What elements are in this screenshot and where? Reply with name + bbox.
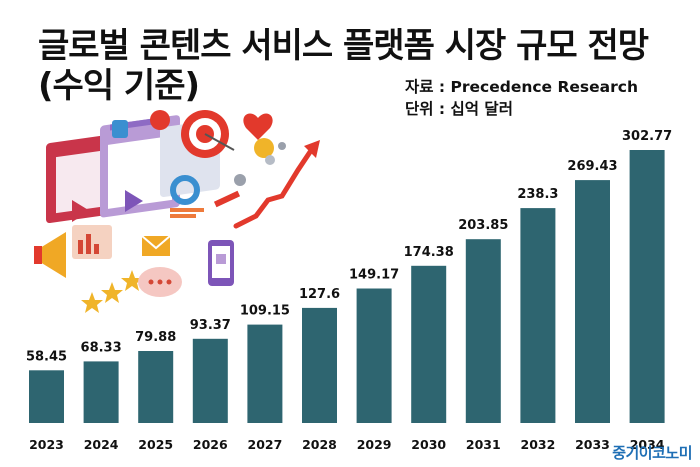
data-label-2028: 127.6 [299,287,340,302]
x-tick-label-2030: 2030 [411,437,446,452]
bar-2023 [29,370,64,423]
data-label-2033: 269.43 [567,159,617,174]
x-tick-label-2023: 2023 [29,437,64,452]
pencil-icon [213,190,241,208]
bar-2030 [411,265,447,423]
gears-icon [234,142,286,186]
x-tick-label-2024: 2024 [84,437,119,452]
heart-icon [243,113,274,158]
x-tick-label-2031: 2031 [466,437,501,452]
data-label-2030: 174.38 [404,245,454,260]
growth-arrow-icon [233,140,320,229]
x-tick-label-2032: 2032 [521,437,556,452]
data-label-2024: 68.33 [81,340,122,355]
data-label-2031: 203.85 [458,218,508,233]
x-tick-label-2029: 2029 [357,437,392,452]
x-tick-label-2034: 2034 [630,437,665,452]
data-label-2023: 58.45 [26,349,67,364]
chart-title-line2: (수익 기준) [38,66,200,106]
smartphone-icon [208,240,234,286]
publisher-watermark: 중기이코노미 [612,444,692,462]
data-label-2032: 238.3 [517,187,558,202]
bar-2028 [302,307,337,423]
data-label-2025: 79.88 [135,330,176,345]
bar-2032 [520,208,556,423]
digital-content-marketing-illustration [34,110,320,313]
data-label-2029: 149.17 [349,268,399,283]
x-tick-label-2025: 2025 [138,437,173,452]
data-label-2027: 109.15 [240,304,290,319]
bar-2026 [192,338,228,423]
thumbs-up-icon [112,110,170,138]
envelope-icon [141,235,171,256]
bar-2034 [629,150,665,423]
chart-panel-icon [72,225,112,259]
bar-2025 [138,351,174,423]
unit-label: 단위 : 십억 달러 [405,100,513,118]
bar-2029 [356,288,392,423]
x-tick-label-2033: 2033 [575,437,610,452]
chat-bubble-icon [138,267,182,297]
data-label-2026: 93.37 [190,318,231,333]
data-labels-group: 58.45 68.33 79.88 93.37 109.15 127.6 149.17 174… [26,129,672,364]
bar-2033 [575,180,610,423]
bar-2027 [247,324,283,423]
x-tick-label-2027: 2027 [248,437,283,452]
source-label: 자료 : Precedence Research [405,78,638,96]
bar-2024 [83,361,119,423]
source-block: 자료 : Precedence Research 단위 : 십억 달러 [405,76,638,120]
bar-2031 [465,239,501,423]
chart-title-line1: 글로벌 콘텐츠 서비스 플랫폼 시장 규모 전망 [38,26,649,66]
stars-icon [81,270,143,313]
video-screen-icon [46,134,116,224]
megaphone-icon [34,232,66,278]
chart-title: 글로벌 콘텐츠 서비스 플랫폼 시장 규모 전망 (수익 기준) [38,26,649,106]
x-axis-labels-group: 2023 2024 2025 2026 2027 2028 2029 2030 2031 2032… [29,437,665,452]
bars-group [29,150,665,423]
x-tick-label-2028: 2028 [302,437,337,452]
target-icon [181,110,235,158]
x-tick-label-2026: 2026 [193,437,228,452]
data-label-2034: 302.77 [622,129,672,144]
